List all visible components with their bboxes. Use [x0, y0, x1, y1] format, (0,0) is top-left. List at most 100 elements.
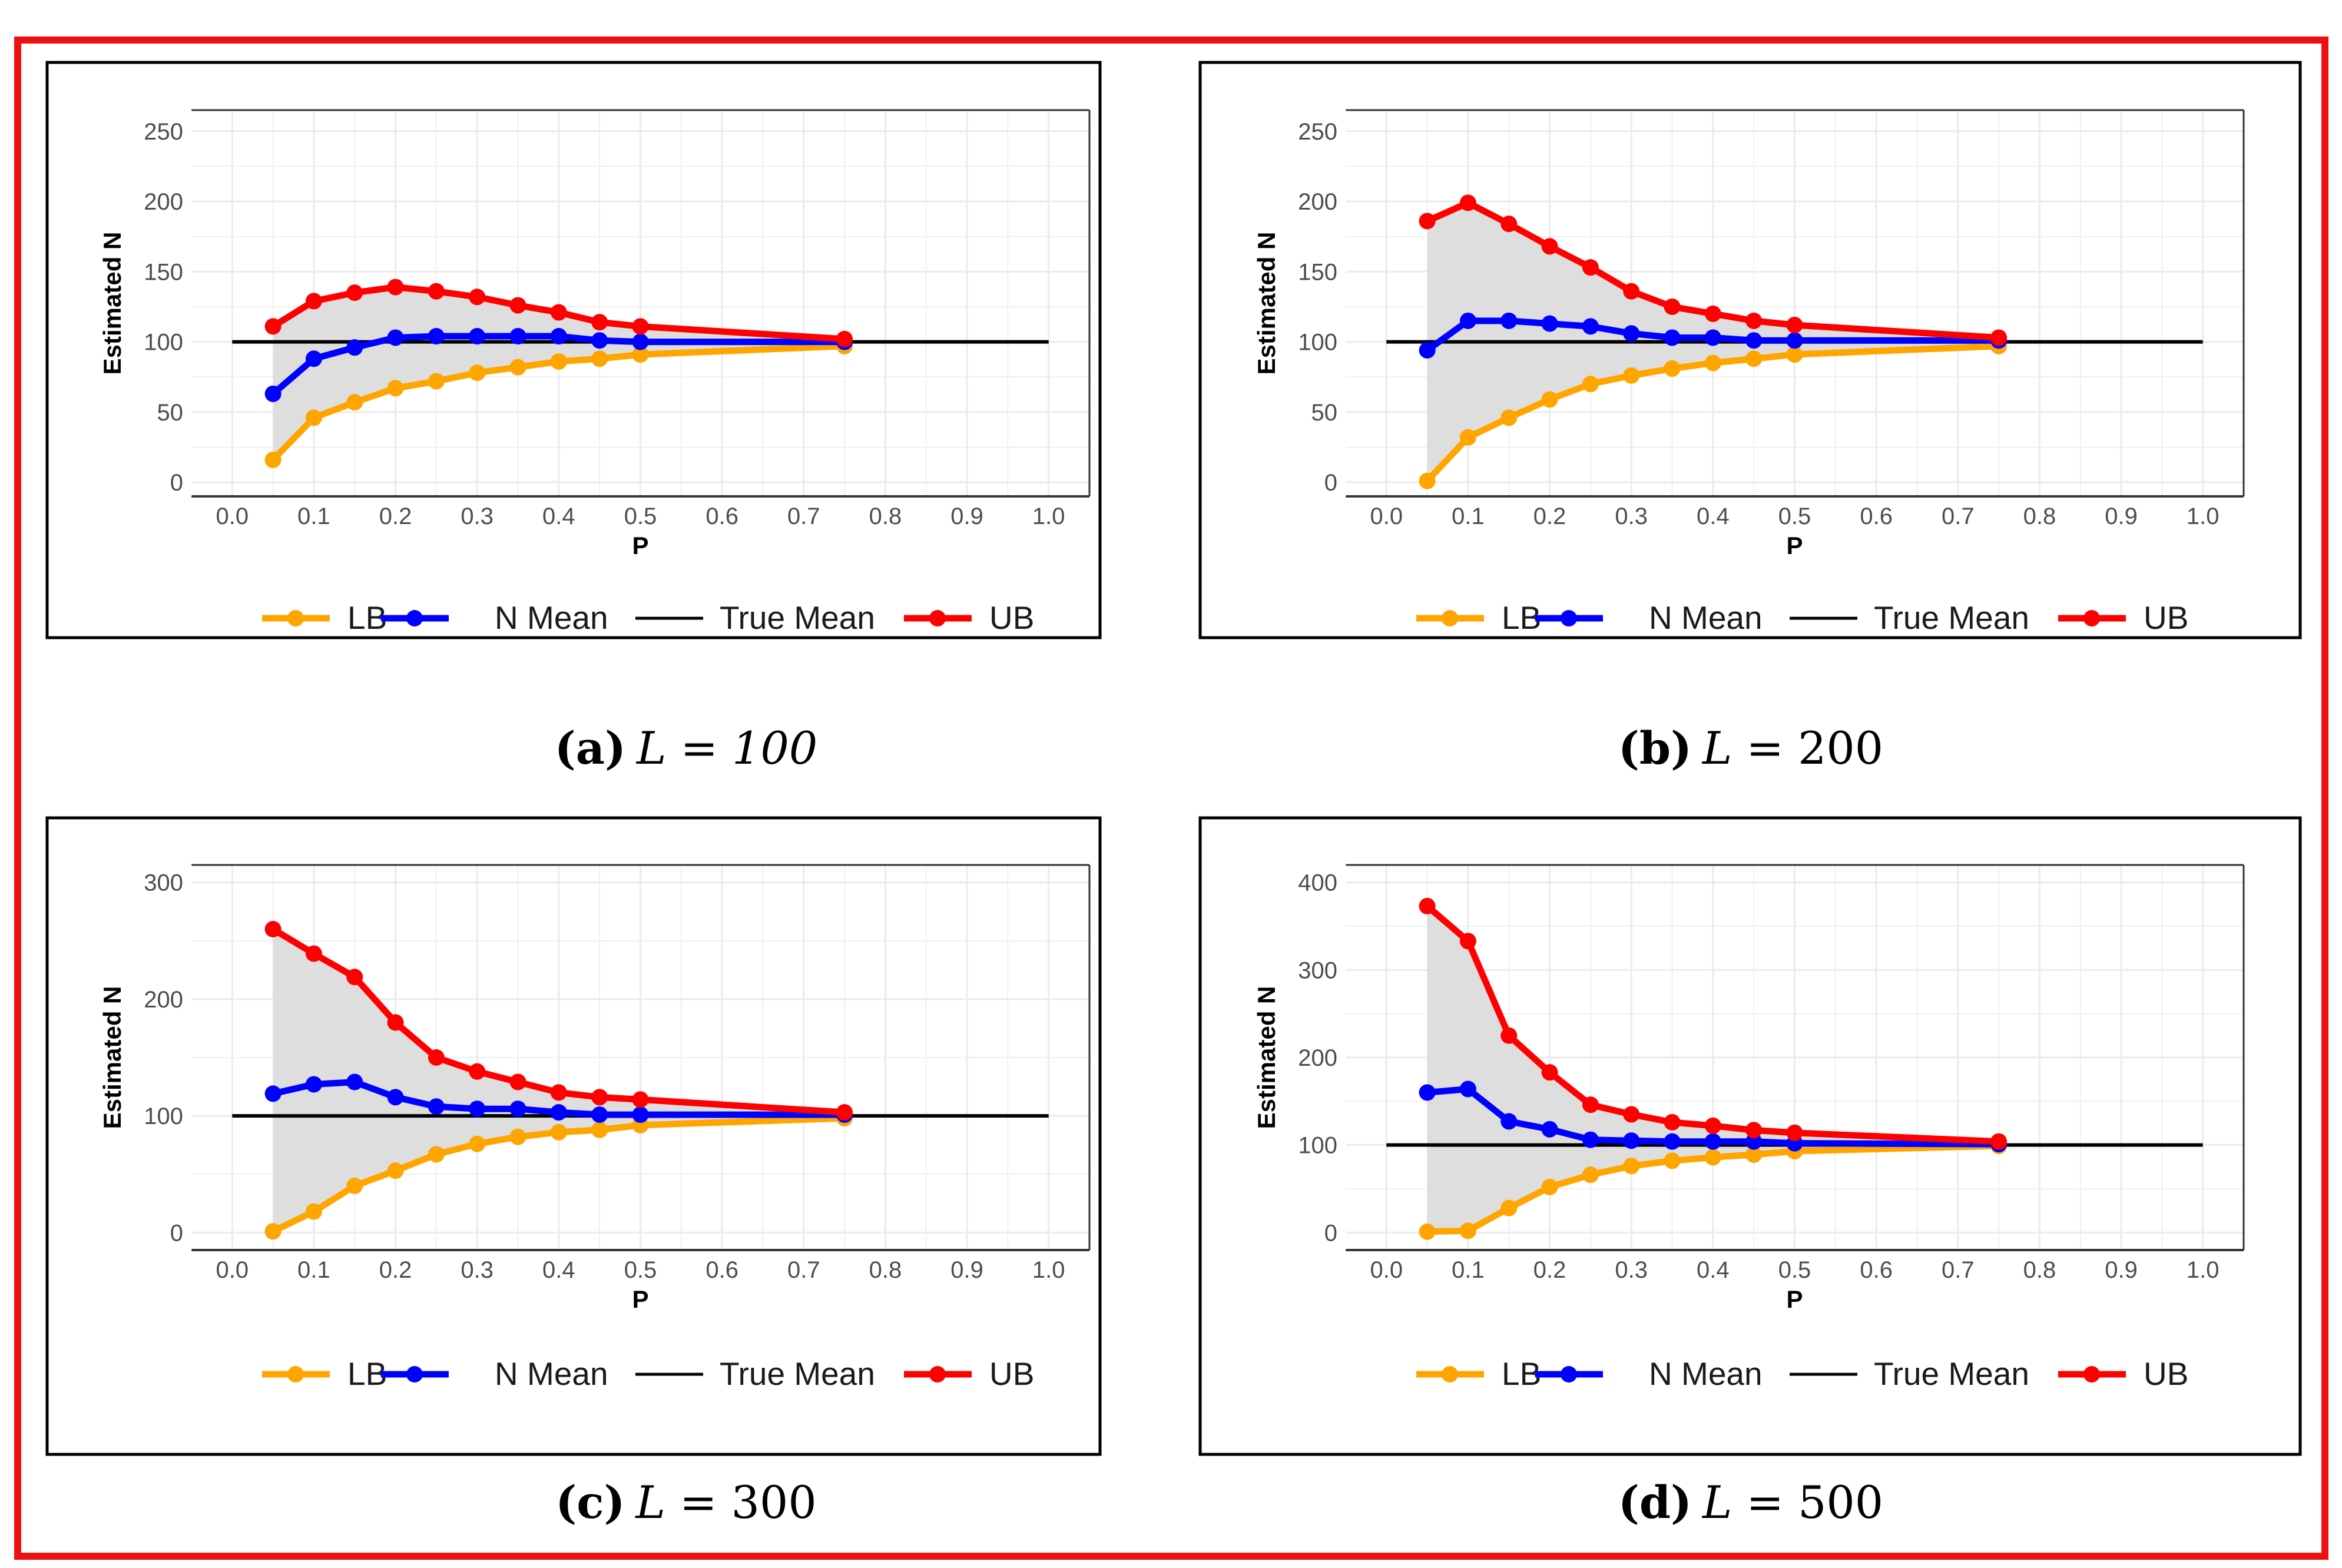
data-point-ub	[387, 1014, 404, 1031]
legend-key-point-lb	[287, 1366, 304, 1383]
y-tick-label: 200	[1298, 1045, 1337, 1071]
data-point-lb	[1786, 346, 1803, 363]
data-point-ub	[264, 921, 281, 937]
data-point-ub	[387, 279, 404, 296]
data-point-mean	[1745, 332, 1763, 349]
caption-equals: =	[680, 722, 718, 774]
x-tick-label: 0.9	[950, 503, 983, 529]
data-point-mean	[632, 1106, 649, 1123]
y-tick-label: 300	[144, 870, 183, 896]
data-point-ub	[1990, 1133, 2008, 1150]
y-tick-label: 200	[144, 189, 183, 215]
x-axis-title: P	[1786, 1285, 1803, 1313]
data-point-mean	[1786, 332, 1803, 349]
data-point-lb	[305, 1203, 322, 1220]
y-tick-label: 400	[1298, 870, 1337, 896]
data-point-mean	[1419, 1084, 1436, 1101]
data-point-mean	[346, 1073, 363, 1090]
data-point-ub	[428, 283, 445, 300]
data-point-ub	[1459, 933, 1476, 950]
x-tick-label: 0.2	[1533, 1257, 1566, 1283]
caption-variable: L	[1701, 1476, 1732, 1529]
legend-key-point-ub	[929, 610, 946, 626]
data-point-lb	[509, 359, 526, 376]
data-point-mean	[346, 339, 363, 356]
data-point-lb	[1541, 391, 1558, 408]
data-point-ub	[1704, 305, 1721, 322]
data-point-lb	[591, 1121, 608, 1138]
data-point-lb	[1459, 429, 1476, 446]
legend-label-mean: N Mean	[1649, 1355, 1763, 1392]
data-point-ub	[591, 1089, 608, 1106]
data-point-mean	[305, 1076, 322, 1093]
x-tick-label: 0.3	[1615, 1257, 1648, 1283]
data-point-mean	[1500, 312, 1518, 329]
caption-letter: (c)	[555, 1476, 625, 1529]
panel-border	[45, 61, 1102, 639]
data-point-ub	[1786, 1124, 1803, 1141]
y-axis-title: Estimated N	[1253, 986, 1280, 1129]
caption-value: 200	[1798, 722, 1883, 774]
data-point-mean	[264, 385, 281, 402]
x-tick-label: 0.7	[787, 1257, 820, 1283]
data-point-lb	[264, 451, 281, 468]
data-point-lb	[1745, 350, 1763, 367]
legend-label-lb: LB	[347, 1355, 387, 1392]
legend-key-point-lb	[1442, 1366, 1458, 1383]
data-point-ub	[1459, 194, 1476, 211]
legend-label-true_mean: True Mean	[1874, 1355, 2029, 1392]
legend-label-true_mean: True Mean	[720, 599, 875, 636]
ci-ribbon	[1427, 906, 1999, 1232]
data-point-ub	[591, 314, 608, 331]
y-tick-label: 100	[144, 330, 183, 356]
panel-caption: (b) L = 200	[1618, 722, 1883, 774]
data-point-mean	[1419, 342, 1436, 359]
data-point-lb	[1623, 1158, 1640, 1175]
caption-equals: =	[1746, 722, 1784, 774]
x-tick-label: 0.1	[297, 503, 330, 529]
caption-value: 300	[731, 1476, 817, 1529]
grid	[1346, 110, 2244, 496]
x-tick-label: 0.8	[2023, 1257, 2056, 1283]
data-point-lb	[387, 380, 404, 397]
data-point-mean	[1623, 325, 1640, 342]
x-tick-label: 0.8	[2023, 503, 2056, 529]
legend-key-point-mean	[406, 610, 423, 626]
data-point-mean	[1459, 1080, 1476, 1098]
caption-equals: =	[680, 1476, 717, 1529]
data-point-lb	[550, 1123, 567, 1141]
data-point-lb	[1704, 354, 1721, 372]
data-point-ub	[1664, 1113, 1681, 1131]
x-tick-label: 0.4	[1697, 1257, 1730, 1283]
data-point-mean	[1459, 312, 1476, 329]
data-point-lb	[1500, 1199, 1518, 1216]
data-point-ub	[836, 330, 853, 347]
y-axis-title: Estimated N	[98, 986, 126, 1129]
data-point-mean	[591, 1106, 608, 1123]
data-point-mean	[428, 1098, 445, 1115]
data-point-lb	[346, 1178, 363, 1194]
data-point-ub	[1664, 298, 1681, 315]
data-point-ub	[1419, 213, 1436, 230]
y-tick-label: 300	[1298, 957, 1337, 983]
y-tick-label: 0	[170, 470, 183, 496]
y-tick-label: 100	[1298, 1133, 1337, 1159]
data-point-mean	[1704, 1133, 1721, 1150]
data-point-mean	[264, 1085, 281, 1102]
x-tick-label: 0.4	[1697, 503, 1730, 529]
data-point-ub	[305, 945, 322, 962]
data-point-mean	[428, 328, 445, 345]
data-point-lb	[1582, 1166, 1599, 1184]
legend-label-lb: LB	[1502, 599, 1541, 636]
data-point-ub	[1541, 238, 1558, 255]
chart-panel: 0.0 0.1 0.2 0.3 0.4 0.5 0.6 0.7 0.8 0.9 1.0 0 100 200…	[1198, 816, 2302, 1456]
data-point-ub	[550, 1084, 567, 1101]
x-tick-label: 0.5	[1778, 1257, 1811, 1283]
data-point-lb	[1500, 409, 1518, 426]
data-point-ub	[632, 318, 649, 335]
data-point-lb	[428, 373, 445, 390]
data-point-mean	[1664, 1133, 1681, 1150]
data-point-lb	[469, 1135, 486, 1152]
data-point-ub	[509, 297, 526, 314]
data-point-mean	[1745, 1133, 1763, 1150]
